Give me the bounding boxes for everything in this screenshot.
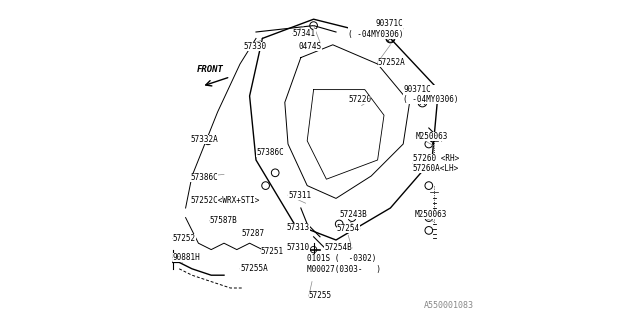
Text: 57287: 57287 — [242, 229, 265, 238]
Text: 57255: 57255 — [309, 292, 332, 300]
Text: 57310: 57310 — [287, 244, 310, 252]
Text: 57252A: 57252A — [378, 58, 405, 67]
Text: 57386C: 57386C — [256, 148, 284, 156]
Text: 57254B: 57254B — [324, 244, 352, 252]
Text: 0474S: 0474S — [298, 42, 322, 51]
Text: 57587B: 57587B — [210, 216, 237, 225]
Text: FRONT: FRONT — [197, 65, 224, 74]
Text: 57254: 57254 — [337, 224, 360, 233]
Text: 57311: 57311 — [288, 191, 311, 200]
Text: 57386C: 57386C — [191, 173, 218, 182]
Text: 57341: 57341 — [292, 29, 316, 38]
Text: A550001083: A550001083 — [424, 301, 474, 310]
Text: 57255A: 57255A — [240, 264, 268, 273]
Text: 57332A: 57332A — [191, 135, 218, 144]
Text: 57251: 57251 — [261, 247, 284, 256]
Text: 90371C
( -04MY0306): 90371C ( -04MY0306) — [403, 85, 459, 104]
Text: 57220: 57220 — [348, 95, 371, 104]
Text: M250063: M250063 — [415, 210, 447, 219]
Text: 57260 <RH>
57260A<LH>: 57260 <RH> 57260A<LH> — [413, 154, 459, 173]
Text: 90881H: 90881H — [173, 253, 200, 262]
Text: 90371C
( -04MY0306): 90371C ( -04MY0306) — [348, 19, 403, 38]
Text: 57252C<WRX+STI>: 57252C<WRX+STI> — [191, 196, 260, 204]
Text: 57330: 57330 — [243, 42, 266, 51]
Text: 0101S (  -0302)
M00027(0303-   ): 0101S ( -0302) M00027(0303- ) — [307, 254, 381, 274]
Text: 57313: 57313 — [287, 223, 310, 232]
Text: M250063: M250063 — [416, 132, 449, 140]
Text: 57252: 57252 — [173, 234, 196, 243]
Text: 57243B: 57243B — [339, 210, 367, 219]
